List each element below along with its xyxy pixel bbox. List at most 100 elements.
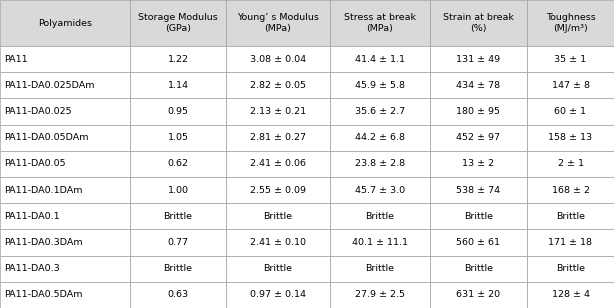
Bar bbox=[330, 72, 430, 98]
Bar bbox=[527, 0, 614, 46]
Bar bbox=[527, 72, 614, 98]
Text: Brittle: Brittle bbox=[556, 264, 585, 273]
Bar bbox=[527, 98, 614, 125]
Bar bbox=[0, 151, 130, 177]
Bar bbox=[226, 203, 330, 229]
Text: PA11-DA0.3: PA11-DA0.3 bbox=[4, 264, 60, 273]
Text: Young’ s Modulus
(MPa): Young’ s Modulus (MPa) bbox=[237, 13, 319, 33]
Bar bbox=[226, 177, 330, 203]
Bar bbox=[130, 229, 226, 256]
Bar bbox=[0, 125, 130, 151]
Bar bbox=[527, 229, 614, 256]
Bar bbox=[527, 151, 614, 177]
Text: 171 ± 18: 171 ± 18 bbox=[548, 238, 593, 247]
Text: 2.41 ± 0.10: 2.41 ± 0.10 bbox=[250, 238, 306, 247]
Text: PA11-DA0.5DAm: PA11-DA0.5DAm bbox=[4, 290, 82, 299]
Bar bbox=[527, 256, 614, 282]
Bar bbox=[430, 0, 527, 46]
Text: 44.2 ± 6.8: 44.2 ± 6.8 bbox=[355, 133, 405, 142]
Bar bbox=[430, 203, 527, 229]
Bar bbox=[0, 282, 130, 308]
Text: 23.8 ± 2.8: 23.8 ± 2.8 bbox=[355, 160, 405, 168]
Text: 147 ± 8: 147 ± 8 bbox=[551, 81, 589, 90]
Bar bbox=[330, 256, 430, 282]
Text: 45.7 ± 3.0: 45.7 ± 3.0 bbox=[355, 186, 405, 195]
Bar bbox=[0, 229, 130, 256]
Bar bbox=[430, 256, 527, 282]
Text: Brittle: Brittle bbox=[464, 212, 493, 221]
Text: 40.1 ± 11.1: 40.1 ± 11.1 bbox=[352, 238, 408, 247]
Text: Brittle: Brittle bbox=[263, 264, 292, 273]
Bar bbox=[430, 177, 527, 203]
Text: Brittle: Brittle bbox=[163, 264, 193, 273]
Text: 168 ± 2: 168 ± 2 bbox=[551, 186, 589, 195]
Bar bbox=[527, 177, 614, 203]
Text: PA11-DA0.05DAm: PA11-DA0.05DAm bbox=[4, 133, 88, 142]
Bar bbox=[226, 229, 330, 256]
Text: 41.4 ± 1.1: 41.4 ± 1.1 bbox=[355, 55, 405, 63]
Text: Brittle: Brittle bbox=[556, 212, 585, 221]
Text: Brittle: Brittle bbox=[263, 212, 292, 221]
Text: 538 ± 74: 538 ± 74 bbox=[456, 186, 500, 195]
Text: Toughness
(MJ/m³): Toughness (MJ/m³) bbox=[546, 13, 596, 33]
Bar bbox=[430, 72, 527, 98]
Text: 0.97 ± 0.14: 0.97 ± 0.14 bbox=[250, 290, 306, 299]
Text: 2.13 ± 0.21: 2.13 ± 0.21 bbox=[250, 107, 306, 116]
Bar bbox=[430, 46, 527, 72]
Bar bbox=[430, 229, 527, 256]
Bar bbox=[130, 282, 226, 308]
Text: 560 ± 61: 560 ± 61 bbox=[456, 238, 500, 247]
Text: 0.95: 0.95 bbox=[168, 107, 188, 116]
Bar bbox=[226, 46, 330, 72]
Bar bbox=[527, 203, 614, 229]
Text: Stress at break
(MPa): Stress at break (MPa) bbox=[344, 13, 416, 33]
Text: 35 ± 1: 35 ± 1 bbox=[554, 55, 586, 63]
Text: 0.77: 0.77 bbox=[168, 238, 188, 247]
Text: 45.9 ± 5.8: 45.9 ± 5.8 bbox=[355, 81, 405, 90]
Text: 2 ± 1: 2 ± 1 bbox=[558, 160, 583, 168]
Bar bbox=[130, 125, 226, 151]
Bar bbox=[330, 98, 430, 125]
Bar bbox=[330, 282, 430, 308]
Bar bbox=[130, 256, 226, 282]
Bar bbox=[527, 46, 614, 72]
Text: 1.00: 1.00 bbox=[168, 186, 188, 195]
Bar bbox=[130, 151, 226, 177]
Bar bbox=[130, 0, 226, 46]
Bar bbox=[130, 177, 226, 203]
Text: Polyamides: Polyamides bbox=[38, 18, 92, 27]
Bar bbox=[0, 0, 130, 46]
Bar bbox=[130, 72, 226, 98]
Text: 128 ± 4: 128 ± 4 bbox=[551, 290, 589, 299]
Text: PA11-DA0.3DAm: PA11-DA0.3DAm bbox=[4, 238, 83, 247]
Text: 13 ± 2: 13 ± 2 bbox=[462, 160, 494, 168]
Bar bbox=[330, 177, 430, 203]
Bar bbox=[430, 151, 527, 177]
Bar bbox=[130, 46, 226, 72]
Text: 3.08 ± 0.04: 3.08 ± 0.04 bbox=[250, 55, 306, 63]
Text: 434 ± 78: 434 ± 78 bbox=[456, 81, 500, 90]
Text: 0.62: 0.62 bbox=[168, 160, 188, 168]
Bar bbox=[0, 177, 130, 203]
Text: 60 ± 1: 60 ± 1 bbox=[554, 107, 586, 116]
Bar bbox=[0, 98, 130, 125]
Bar bbox=[130, 98, 226, 125]
Text: PA11-DA0.025: PA11-DA0.025 bbox=[4, 107, 72, 116]
Text: 452 ± 97: 452 ± 97 bbox=[456, 133, 500, 142]
Text: 180 ± 95: 180 ± 95 bbox=[456, 107, 500, 116]
Text: PA11-DA0.05: PA11-DA0.05 bbox=[4, 160, 66, 168]
Bar bbox=[226, 256, 330, 282]
Text: 631 ± 20: 631 ± 20 bbox=[456, 290, 500, 299]
Text: 2.82 ± 0.05: 2.82 ± 0.05 bbox=[250, 81, 306, 90]
Bar bbox=[527, 125, 614, 151]
Bar bbox=[226, 98, 330, 125]
Text: 1.14: 1.14 bbox=[168, 81, 188, 90]
Text: Brittle: Brittle bbox=[365, 264, 395, 273]
Text: 35.6 ± 2.7: 35.6 ± 2.7 bbox=[355, 107, 405, 116]
Text: PA11-DA0.1DAm: PA11-DA0.1DAm bbox=[4, 186, 82, 195]
Bar bbox=[226, 0, 330, 46]
Bar bbox=[0, 203, 130, 229]
Bar bbox=[226, 151, 330, 177]
Bar bbox=[430, 125, 527, 151]
Bar bbox=[330, 0, 430, 46]
